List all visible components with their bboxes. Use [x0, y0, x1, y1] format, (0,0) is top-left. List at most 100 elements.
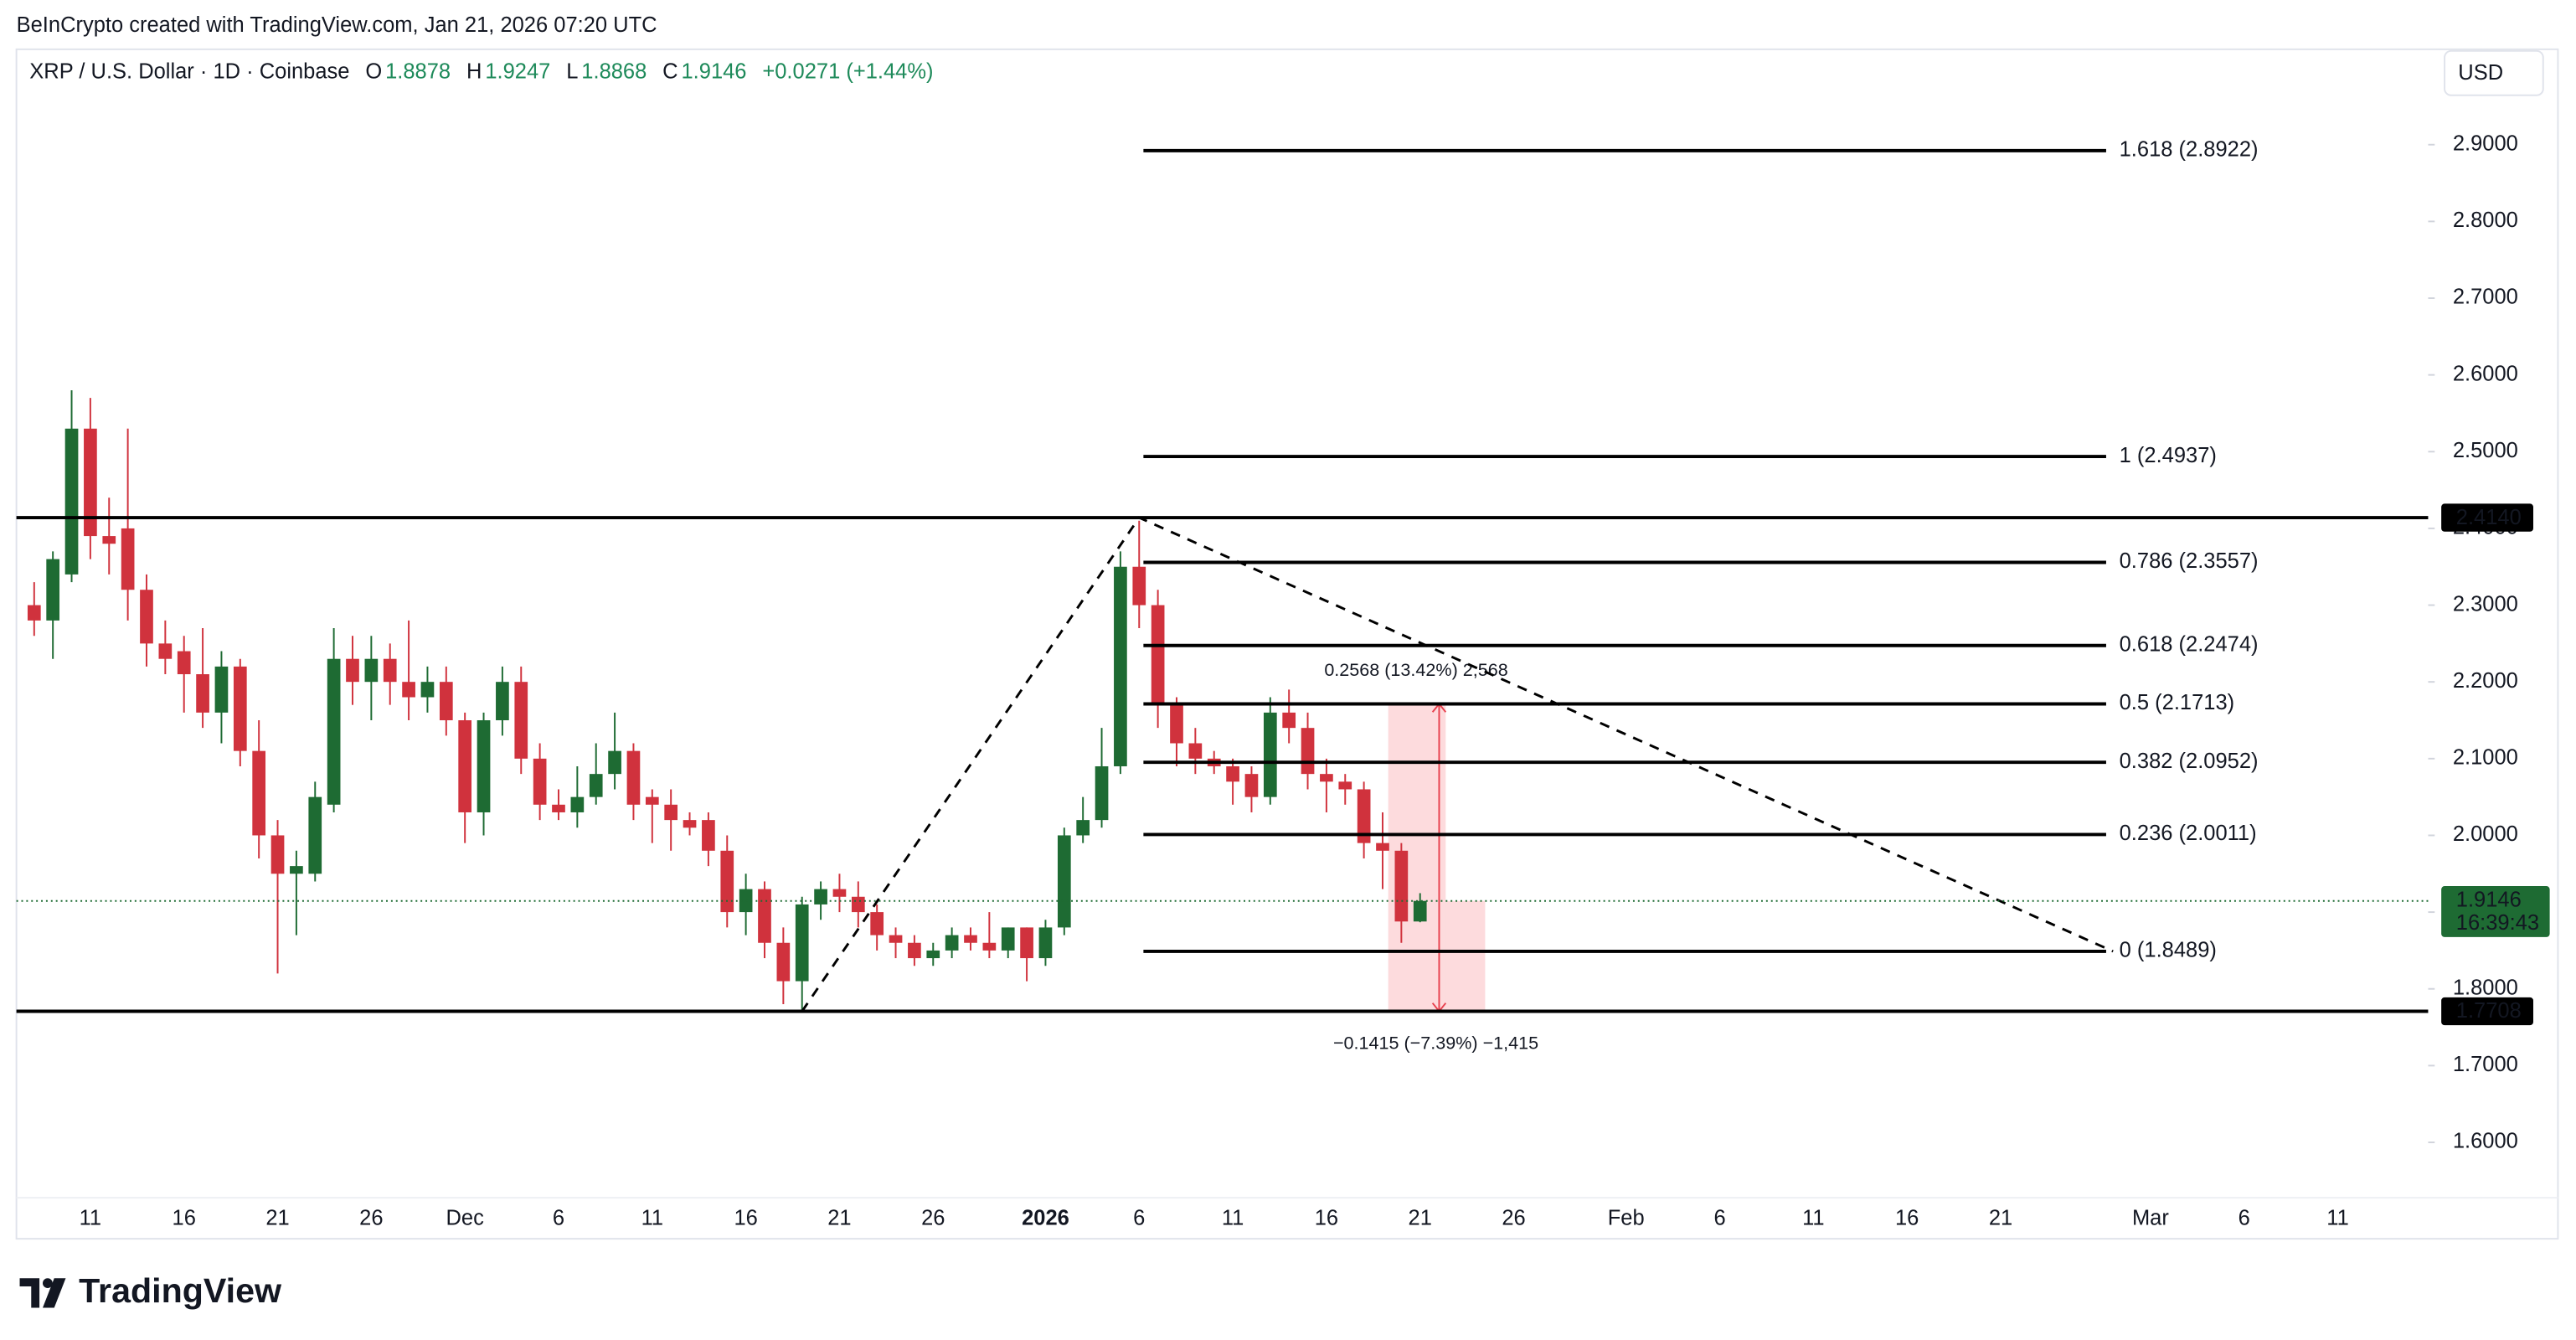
y-tick-label: 2.1000: [2453, 746, 2518, 770]
currency-label[interactable]: USD: [2458, 61, 2503, 85]
level-tag: [2441, 503, 2533, 532]
x-tick-label: 6: [2239, 1206, 2250, 1229]
x-tick-label: 16: [734, 1206, 757, 1229]
x-tick-label: 16: [1895, 1206, 1919, 1229]
candle-body: [1244, 774, 1259, 797]
candle-body: [982, 942, 997, 951]
y-tick-label: 2.0000: [2453, 822, 2518, 846]
level-tag: [2441, 997, 2533, 1026]
x-tick-label: 11: [1222, 1206, 1244, 1229]
candle-body: [1038, 927, 1053, 959]
candle-body: [1057, 835, 1071, 928]
x-tick-label: Feb: [1608, 1206, 1645, 1229]
y-tick-label: 2.6000: [2453, 362, 2518, 385]
candle-body: [1188, 743, 1203, 759]
ohlc-key: H: [466, 59, 482, 83]
candle-body: [851, 896, 865, 913]
candle-body: [626, 750, 641, 805]
candle-body: [1095, 765, 1109, 821]
candle-body: [1132, 566, 1146, 606]
candle-body: [720, 850, 734, 913]
price-tag: [2441, 886, 2550, 937]
plot-area: 1.60001.70001.80001.90002.00002.10002.20…: [16, 131, 2550, 1229]
candle-body: [383, 658, 397, 683]
y-tick-label: 2.8000: [2453, 209, 2518, 232]
y-tick-label: 1.7000: [2453, 1053, 2518, 1076]
candle-body: [46, 559, 60, 621]
candle-body: [1357, 789, 1371, 843]
x-tick-label: 21: [1409, 1206, 1432, 1229]
candle-body: [608, 750, 621, 775]
x-tick-label: 6: [1713, 1206, 1725, 1229]
candle-body: [1376, 843, 1389, 851]
countdown-label: 16:39:43: [2456, 911, 2539, 935]
x-tick-label: 26: [921, 1206, 945, 1229]
candle-body: [832, 889, 847, 897]
candle-body: [889, 935, 903, 943]
high-value: 1.9247: [485, 59, 550, 83]
candle-body: [252, 750, 266, 836]
candle-body: [964, 935, 977, 943]
y-tick-label: 2.5000: [2453, 439, 2518, 462]
legend: XRP / U.S. Dollar · 1D · Coinbase O 1.887…: [29, 59, 933, 83]
measure-box: [1445, 900, 1486, 1012]
candle-body: [458, 720, 472, 812]
open-value: 1.8878: [385, 59, 451, 83]
candle-body: [870, 912, 884, 935]
chart-frame: [15, 48, 2559, 1240]
fib-label: 0.382 (2.0952): [2120, 750, 2259, 773]
x-tick-label: Dec: [446, 1206, 484, 1229]
candle-body: [84, 428, 97, 537]
candle-body: [552, 804, 565, 812]
fib-label: 1.618 (2.8922): [2120, 138, 2259, 162]
y-tick-label: 2.2000: [2453, 669, 2518, 693]
candle-body: [158, 643, 173, 659]
ohlc-key: C: [662, 59, 677, 83]
candle-body: [683, 820, 697, 828]
candle-body: [1170, 704, 1183, 744]
close-value: 1.9146: [682, 59, 747, 83]
logo-mark: [43, 1278, 66, 1308]
x-tick-label: 26: [1502, 1206, 1525, 1229]
candle-body: [1114, 566, 1127, 766]
y-tick-label: 2.9000: [2453, 131, 2518, 155]
fib-label: 0.236 (2.0011): [2120, 822, 2257, 845]
candle-body: [233, 666, 247, 751]
fib-label: 0 (1.8489): [2120, 939, 2217, 962]
candle-body: [140, 590, 153, 644]
candle-body: [214, 666, 229, 713]
candle-body: [102, 536, 116, 544]
candle-body: [402, 682, 415, 698]
x-tick-label: 11: [1802, 1206, 1824, 1229]
candle-body: [1282, 712, 1296, 729]
candle-body: [1226, 765, 1239, 782]
x-tick-label: 16: [1315, 1206, 1338, 1229]
candle-body: [814, 889, 827, 904]
fib-label: 0.618 (2.2474): [2120, 632, 2259, 656]
fib-label: 0.5 (2.1713): [2120, 691, 2235, 714]
candle-body: [945, 935, 959, 951]
x-tick-label: 21: [1989, 1206, 2012, 1229]
ohlc-key: L: [566, 59, 578, 83]
candle-body: [477, 720, 491, 812]
candle-body: [64, 428, 79, 575]
currency-button[interactable]: [2444, 49, 2544, 96]
candle-body: [270, 835, 285, 874]
measure-down-label: −0.1415 (−7.39%) −1,415: [1333, 1032, 1538, 1053]
candle-body: [177, 651, 191, 675]
logo-mark: [19, 1278, 40, 1308]
ohlc-key: O: [365, 59, 382, 83]
candle-body: [1413, 900, 1427, 922]
fib-label: 1 (2.4937): [2120, 444, 2217, 467]
candle-body: [1301, 728, 1315, 775]
candle-body: [1076, 820, 1090, 836]
candle-body: [908, 942, 921, 959]
y-tick-label: 1.6000: [2453, 1130, 2518, 1153]
x-tick-label: 21: [265, 1206, 289, 1229]
candle-body: [664, 804, 678, 821]
change-label: +0.0271 (+1.44%): [762, 59, 933, 83]
candle-body: [1001, 927, 1015, 951]
